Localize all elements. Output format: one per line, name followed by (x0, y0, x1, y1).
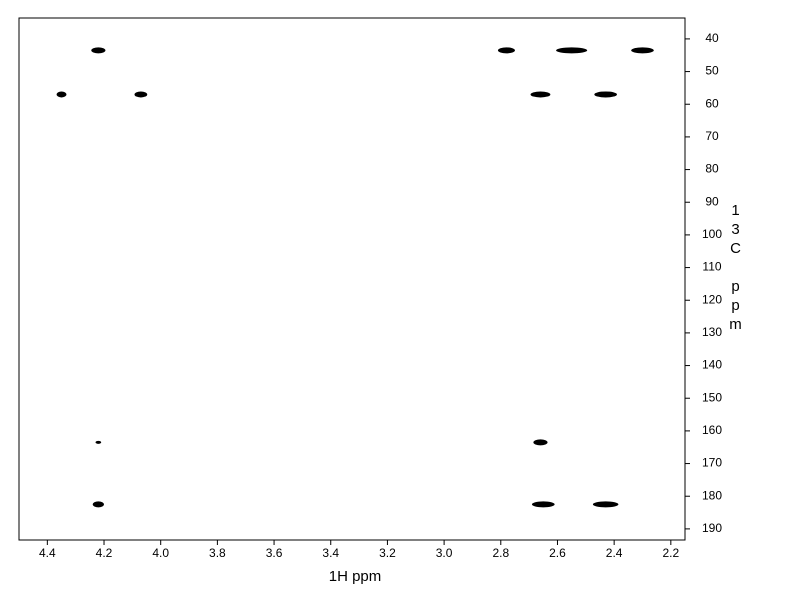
y-tick-label: 120 (702, 292, 722, 306)
x-axis-label: 1H ppm (329, 568, 382, 585)
peak (592, 501, 619, 508)
y-tick-label: 150 (702, 390, 722, 404)
x-tick-label: 3.4 (322, 546, 339, 560)
peak (631, 47, 654, 54)
y-tick-label: 130 (702, 325, 722, 339)
x-tick-label: 2.6 (549, 546, 566, 560)
peak (531, 501, 555, 508)
y-tick-label: 170 (702, 456, 722, 470)
y-tick-label: 40 (705, 31, 719, 45)
y-tick-label: 140 (702, 358, 722, 372)
x-tick-label: 4.0 (152, 546, 169, 560)
peak (530, 91, 551, 98)
y-tick-label: 180 (702, 488, 722, 502)
peak (556, 47, 588, 54)
y-axis-label: 13C ppm (727, 202, 744, 335)
x-tick-label: 4.2 (96, 546, 113, 560)
y-tick-label: 90 (705, 194, 719, 208)
peak (533, 439, 548, 446)
x-tick-label: 2.2 (662, 546, 679, 560)
peak (594, 91, 617, 98)
peak (91, 47, 106, 54)
plot-frame (18, 17, 686, 541)
y-tick-label: 60 (705, 96, 719, 110)
peak (497, 47, 515, 54)
y-tick-label: 50 (705, 64, 719, 78)
x-tick-label: 2.4 (606, 546, 623, 560)
x-tick-label: 3.2 (379, 546, 396, 560)
peak (92, 501, 105, 508)
x-tick-label: 4.4 (39, 546, 56, 560)
y-tick-label: 70 (705, 129, 719, 143)
peak (56, 91, 67, 98)
x-tick-label: 3.6 (266, 546, 283, 560)
y-tick-label: 100 (702, 227, 722, 241)
peak (95, 440, 102, 444)
x-tick-label: 3.0 (436, 546, 453, 560)
y-tick-label: 110 (702, 260, 721, 274)
peak (134, 91, 148, 98)
y-tick-label: 160 (702, 423, 722, 437)
y-tick-label: 80 (705, 162, 719, 176)
y-tick-label: 190 (702, 521, 722, 535)
x-tick-label: 3.8 (209, 546, 226, 560)
x-tick-label: 2.8 (492, 546, 509, 560)
